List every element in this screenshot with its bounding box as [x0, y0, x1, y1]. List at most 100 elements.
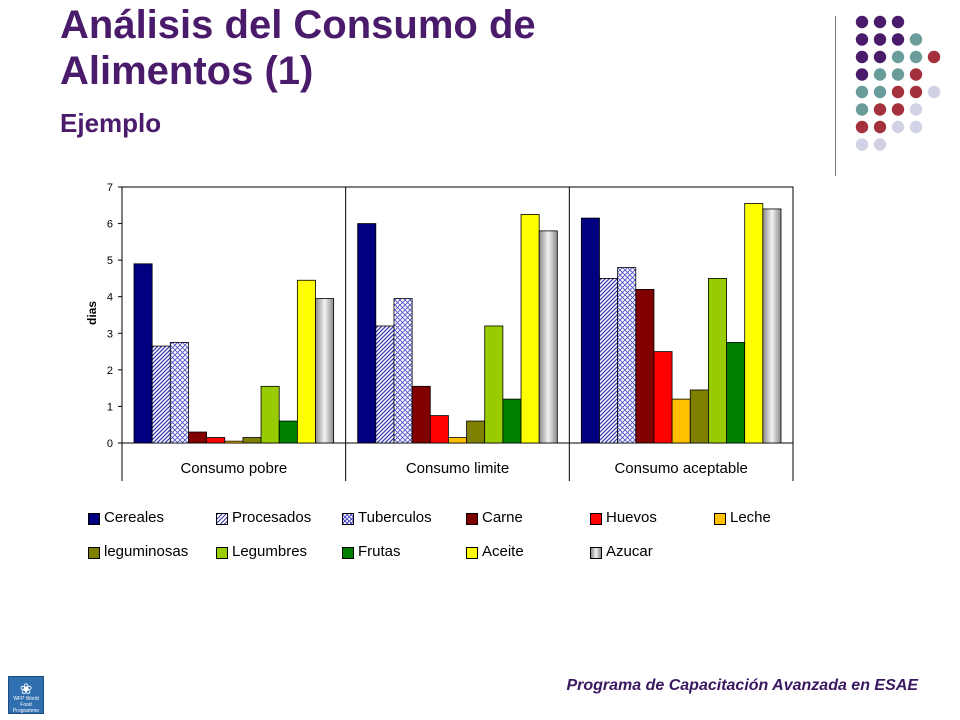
bar-tuberculos: [617, 267, 637, 444]
decorative-dot: [891, 103, 905, 116]
decorative-dot: [927, 85, 941, 99]
decorative-dot: [873, 33, 887, 46]
legend-label: Aceite: [482, 543, 524, 560]
bar-procesados: [151, 345, 171, 444]
logo-text: WFP World Food Programme: [12, 696, 40, 714]
legend-swatch: [342, 513, 354, 525]
bar-frutas: [726, 342, 746, 444]
bar-cereales: [580, 217, 600, 444]
bar-aceite: [296, 279, 316, 444]
bar-azucar: [538, 230, 558, 444]
legend-swatch: [216, 547, 228, 559]
decorative-dot: [909, 103, 923, 116]
slide-subtitle: Ejemplo: [60, 108, 162, 138]
legend-swatch: [590, 547, 602, 559]
y-tick-label: 0: [107, 438, 113, 450]
legend-swatch: [88, 547, 100, 559]
legend-swatch: [714, 513, 726, 525]
decorative-dot: [891, 85, 905, 99]
bar-huevos: [429, 415, 449, 444]
decorative-dot: [873, 15, 887, 29]
x-category-label: Consumo pobre: [180, 460, 287, 477]
bar-huevos: [653, 351, 673, 444]
bar-tuberculos: [169, 342, 189, 444]
bar-carne: [188, 431, 208, 444]
title-line-2: Alimentos (1): [60, 49, 314, 93]
decorative-dot: [873, 85, 887, 99]
decorative-dot: [855, 68, 869, 81]
bar-aceite: [744, 203, 764, 444]
legend-label: Azucar: [606, 543, 653, 560]
decorative-dot: [909, 120, 923, 134]
legend-label: Cereales: [104, 509, 165, 526]
legend-label: Legumbres: [232, 543, 308, 560]
legend-label: Leche: [730, 509, 771, 526]
bar-carne: [411, 385, 431, 444]
y-tick-label: 3: [107, 328, 113, 340]
x-category-label: Consumo aceptable: [614, 460, 747, 477]
legend-swatch: [466, 513, 478, 525]
y-tick-label: 4: [107, 292, 113, 304]
y-tick-label: 6: [107, 219, 113, 231]
decorative-dot: [909, 85, 923, 99]
legend-swatch: [216, 513, 228, 525]
bar-cereales: [133, 263, 153, 444]
legend-label: Procesados: [232, 509, 312, 526]
chart-bars: [133, 203, 782, 444]
decorative-dot: [909, 68, 923, 81]
y-tick-label: 2: [107, 365, 113, 377]
wfp-logo: ❀ WFP World Food Programme: [8, 676, 44, 714]
legend-swatch: [590, 513, 602, 525]
bar-leguminosas: [242, 437, 262, 444]
decorative-dot: [855, 15, 869, 29]
footer-text: Programa de Capacitación Avanzada en ESA…: [566, 677, 918, 694]
decorative-dot: [891, 50, 905, 64]
bar-leche: [224, 440, 244, 444]
decorative-dot: [909, 50, 923, 64]
bar-leche: [671, 398, 691, 444]
decorative-dot: [855, 85, 869, 99]
decorative-dot: [855, 103, 869, 116]
decorative-dot: [855, 33, 869, 46]
bar-tuberculos: [393, 298, 413, 444]
decorative-dot: [873, 68, 887, 81]
decorative-dot: [909, 33, 923, 46]
bar-azucar: [762, 208, 782, 444]
legend-label: leguminosas: [104, 543, 189, 560]
legend-label: Huevos: [606, 509, 657, 526]
decorative-dot: [891, 68, 905, 81]
decorative-dot: [855, 138, 869, 151]
bar-cereales: [357, 223, 377, 444]
bar-aceite: [520, 214, 540, 444]
bar-leguminosas: [689, 389, 709, 444]
bar-huevos: [206, 437, 226, 444]
decorative-dot: [873, 138, 887, 151]
bar-legumbres: [484, 325, 504, 444]
decorative-divider: [835, 16, 836, 176]
bar-procesados: [375, 325, 395, 444]
bar-chart: 0 1 2 3 4 5 6 7 Consumo pobre Consumo limite Consu…: [85, 182, 794, 481]
decorative-dot: [873, 120, 887, 134]
legend-label: Frutas: [358, 543, 401, 560]
legend-swatch: [466, 547, 478, 559]
y-tick-label: 5: [107, 255, 113, 267]
legend-label: Carne: [482, 509, 523, 526]
bar-legumbres: [260, 385, 280, 444]
title-line-1: Análisis del Consumo de: [60, 3, 536, 47]
decorative-dot: [855, 50, 869, 64]
bar-procesados: [599, 278, 619, 444]
y-tick-label: 7: [107, 182, 113, 194]
legend-swatch: [342, 547, 354, 559]
decorative-dot: [855, 120, 869, 134]
decorative-dot: [927, 50, 941, 64]
decorative-dot: [891, 33, 905, 46]
decorative-dot: [873, 50, 887, 64]
decorative-dot: [891, 15, 905, 29]
bar-frutas: [278, 420, 298, 444]
x-category-label: Consumo limite: [406, 460, 509, 477]
decorative-dot: [891, 120, 905, 134]
bar-legumbres: [707, 278, 727, 444]
legend-swatch: [88, 513, 100, 525]
bar-azucar: [315, 298, 335, 444]
bar-carne: [635, 288, 655, 444]
